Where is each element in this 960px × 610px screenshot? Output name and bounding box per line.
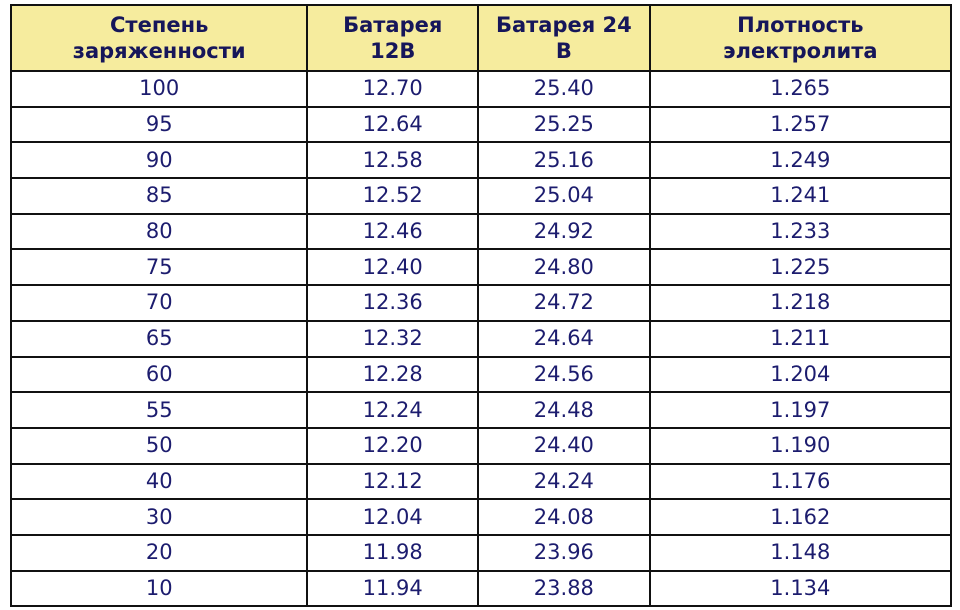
cell-charge-level: 90: [9, 141, 309, 180]
cell-electrolyte-density: 1.176: [648, 462, 953, 501]
header-line: Плотность: [737, 13, 864, 37]
table-row: 10 11.94 23.88 1.134: [9, 569, 953, 608]
table-row: 95 12.64 25.25 1.257: [9, 105, 953, 144]
cell-battery-24v: 24.08: [477, 498, 651, 536]
cell-battery-12v: 11.94: [306, 569, 480, 608]
cell-battery-24v: 24.80: [477, 248, 651, 287]
cell-battery-12v: 12.32: [306, 319, 480, 358]
cell-charge-level: 30: [9, 498, 309, 536]
header-line: электролита: [723, 39, 878, 63]
header-line: В: [555, 39, 572, 63]
cell-electrolyte-density: 1.233: [648, 212, 953, 251]
cell-battery-24v: 24.56: [477, 355, 651, 394]
cell-battery-24v: 25.40: [477, 70, 651, 108]
cell-electrolyte-density: 1.162: [648, 498, 953, 536]
table-row: 75 12.40 24.80 1.225: [9, 248, 953, 287]
cell-electrolyte-density: 1.197: [648, 391, 953, 429]
cell-battery-24v: 24.64: [477, 319, 651, 358]
cell-charge-level: 40: [9, 462, 309, 501]
cell-charge-level: 95: [9, 105, 309, 144]
table-row: 100 12.70 25.40 1.265: [9, 70, 953, 108]
header-battery-12v: Батарея 12В: [306, 4, 480, 72]
table-row: 40 12.12 24.24 1.176: [9, 462, 953, 501]
cell-battery-12v: 12.04: [306, 498, 480, 536]
cell-electrolyte-density: 1.218: [648, 284, 953, 322]
cell-electrolyte-density: 1.204: [648, 355, 953, 394]
cell-charge-level: 60: [9, 355, 309, 394]
header-line: 12В: [370, 39, 416, 63]
cell-battery-24v: 24.92: [477, 212, 651, 251]
cell-electrolyte-density: 1.249: [648, 141, 953, 180]
table-row: 50 12.20 24.40 1.190: [9, 426, 953, 465]
cell-electrolyte-density: 1.265: [648, 70, 953, 108]
cell-charge-level: 100: [9, 70, 309, 108]
table-row: 70 12.36 24.72 1.218: [9, 284, 953, 322]
table-row: 80 12.46 24.92 1.233: [9, 212, 953, 251]
cell-charge-level: 75: [9, 248, 309, 287]
table-row: 20 11.98 23.96 1.148: [9, 533, 953, 572]
cell-electrolyte-density: 1.211: [648, 319, 953, 358]
table-row: 60 12.28 24.56 1.204: [9, 355, 953, 394]
cell-battery-12v: 12.28: [306, 355, 480, 394]
cell-electrolyte-density: 1.134: [648, 569, 953, 608]
cell-battery-24v: 25.16: [477, 141, 651, 180]
header-row: Степень заряженности Батарея 12В Батарея 24 В…: [9, 4, 953, 72]
cell-battery-12v: 12.64: [306, 105, 480, 144]
header-line: Степень: [110, 13, 209, 37]
header-battery-24v: Батарея 24 В: [477, 4, 651, 72]
table-row: 30 12.04 24.08 1.162: [9, 498, 953, 536]
cell-battery-24v: 24.24: [477, 462, 651, 501]
cell-electrolyte-density: 1.148: [648, 533, 953, 572]
cell-battery-24v: 23.88: [477, 569, 651, 608]
table-row: 90 12.58 25.16 1.249: [9, 141, 953, 180]
cell-battery-24v: 25.04: [477, 177, 651, 215]
cell-battery-24v: 24.40: [477, 426, 651, 465]
cell-electrolyte-density: 1.257: [648, 105, 953, 144]
cell-battery-24v: 23.96: [477, 533, 651, 572]
cell-battery-12v: 12.52: [306, 177, 480, 215]
header-electrolyte-density: Плотность электролита: [648, 4, 953, 72]
cell-battery-12v: 12.20: [306, 426, 480, 465]
cell-charge-level: 65: [9, 319, 309, 358]
header-line: заряженности: [72, 39, 246, 63]
cell-battery-12v: 12.70: [306, 70, 480, 108]
cell-battery-12v: 12.24: [306, 391, 480, 429]
cell-charge-level: 50: [9, 426, 309, 465]
cell-charge-level: 10: [9, 569, 309, 608]
cell-charge-level: 80: [9, 212, 309, 251]
cell-electrolyte-density: 1.190: [648, 426, 953, 465]
cell-battery-12v: 12.36: [306, 284, 480, 322]
battery-charge-table: Степень заряженности Батарея 12В Батарея 24 В…: [9, 4, 953, 608]
cell-battery-12v: 12.46: [306, 212, 480, 251]
table-row: 65 12.32 24.64 1.211: [9, 319, 953, 358]
cell-battery-24v: 24.48: [477, 391, 651, 429]
cell-charge-level: 55: [9, 391, 309, 429]
cell-charge-level: 85: [9, 177, 309, 215]
header-line: Батарея: [343, 13, 443, 37]
cell-battery-24v: 25.25: [477, 105, 651, 144]
cell-battery-24v: 24.72: [477, 284, 651, 322]
cell-battery-12v: 12.58: [306, 141, 480, 180]
cell-charge-level: 70: [9, 284, 309, 322]
cell-charge-level: 20: [9, 533, 309, 572]
header-charge-level: Степень заряженности: [9, 4, 309, 72]
cell-battery-12v: 12.40: [306, 248, 480, 287]
cell-battery-12v: 11.98: [306, 533, 480, 572]
cell-electrolyte-density: 1.225: [648, 248, 953, 287]
cell-battery-12v: 12.12: [306, 462, 480, 501]
header-line: Батарея 24: [495, 13, 632, 37]
cell-electrolyte-density: 1.241: [648, 177, 953, 215]
table-row: 85 12.52 25.04 1.241: [9, 177, 953, 215]
table-row: 55 12.24 24.48 1.197: [9, 391, 953, 429]
